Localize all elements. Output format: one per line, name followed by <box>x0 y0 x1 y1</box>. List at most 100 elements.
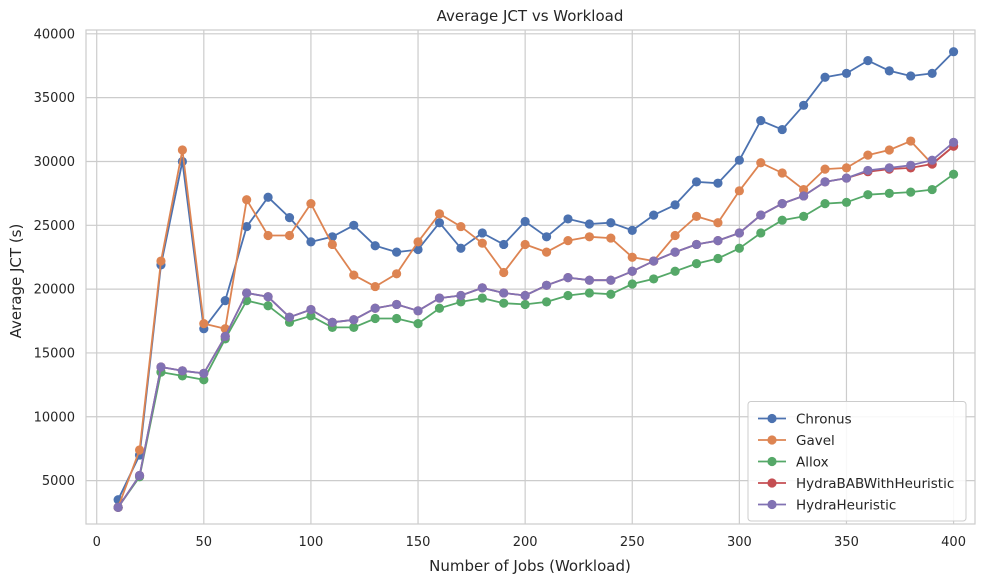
data-point <box>220 296 230 306</box>
y-tick-label: 35000 <box>34 91 75 106</box>
data-point <box>841 163 852 173</box>
data-point <box>156 256 166 266</box>
data-point <box>413 244 423 255</box>
data-point <box>520 299 530 310</box>
data-point <box>306 311 316 321</box>
data-point <box>756 210 766 220</box>
data-point <box>606 289 616 299</box>
data-point <box>584 288 595 298</box>
data-point <box>948 47 959 57</box>
data-point <box>349 322 359 333</box>
x-axis-ticks: 0 50 100 150 200 250 300 350 400 <box>93 535 966 550</box>
data-point <box>584 219 595 229</box>
data-point <box>927 184 937 195</box>
series-hydraheuristic <box>113 137 959 513</box>
data-point <box>627 225 637 236</box>
data-point <box>456 290 466 301</box>
data-point <box>284 312 295 322</box>
data-point <box>456 221 466 232</box>
data-point <box>584 275 595 285</box>
series-line <box>117 173 955 508</box>
data-point <box>691 211 702 221</box>
data-point <box>713 218 723 228</box>
x-tick-label: 0 <box>93 535 101 550</box>
data-point <box>434 303 445 313</box>
data-point <box>477 283 487 293</box>
data-point <box>734 155 744 165</box>
y-tick-label: 20000 <box>34 283 75 298</box>
legend-item: HydraBABWithHeuristic <box>758 476 954 492</box>
data-point <box>948 169 959 179</box>
data-point <box>756 158 766 168</box>
data-point <box>841 173 852 183</box>
data-point <box>434 218 445 228</box>
data-point <box>220 331 230 341</box>
plot-area-frame <box>85 29 976 525</box>
data-point <box>691 177 702 187</box>
data-point <box>627 266 637 276</box>
x-tick-label: 200 <box>513 535 538 550</box>
data-point <box>263 301 273 311</box>
x-tick-label: 100 <box>299 535 324 550</box>
legend-marker <box>767 435 777 445</box>
data-point <box>627 279 637 289</box>
data-point <box>606 275 616 285</box>
data-point <box>541 232 552 242</box>
data-point <box>906 160 916 170</box>
x-tick-label: 250 <box>620 535 645 550</box>
data-point <box>499 298 509 308</box>
y-tick-label: 5000 <box>42 474 75 489</box>
data-point <box>841 68 852 79</box>
data-point <box>777 215 787 225</box>
data-point <box>606 233 616 243</box>
data-point <box>242 195 252 205</box>
data-point <box>584 232 595 242</box>
data-point <box>670 247 680 257</box>
data-point <box>863 56 873 66</box>
data-point <box>520 239 530 250</box>
data-point <box>177 366 187 376</box>
data-point <box>499 288 509 298</box>
data-point <box>284 230 295 241</box>
data-point <box>884 145 894 155</box>
data-point <box>242 288 252 298</box>
y-axis-title: Average JCT (s) <box>7 224 25 339</box>
data-point <box>906 136 916 146</box>
data-point <box>199 318 209 329</box>
data-point <box>434 293 445 303</box>
data-point <box>563 290 573 301</box>
series-allox <box>113 169 959 513</box>
data-point <box>113 502 123 513</box>
data-point <box>927 155 937 165</box>
data-point <box>563 273 573 283</box>
data-point <box>691 239 702 250</box>
data-point <box>670 230 680 241</box>
data-point <box>906 71 916 81</box>
data-point <box>541 247 552 257</box>
data-point <box>370 313 380 324</box>
data-point <box>434 209 445 219</box>
data-point <box>263 230 273 241</box>
data-point <box>392 269 402 279</box>
y-axis-ticks: 5000 10000 15000 20000 25000 30000 35000 40000 <box>34 27 75 489</box>
data-point <box>520 290 530 301</box>
data-point <box>863 190 873 200</box>
data-point <box>820 72 830 82</box>
data-point <box>906 187 916 197</box>
x-tick-label: 50 <box>196 535 213 550</box>
y-tick-label: 30000 <box>34 155 75 170</box>
data-point <box>263 292 273 302</box>
data-point <box>799 211 809 221</box>
data-point <box>134 445 145 455</box>
data-point <box>563 236 573 246</box>
legend-box <box>747 401 967 522</box>
legend-label: Allox <box>796 455 829 471</box>
data-point <box>820 177 830 187</box>
data-point <box>199 368 209 378</box>
data-point <box>349 315 359 325</box>
legend-marker <box>767 499 777 510</box>
data-point <box>777 199 787 209</box>
series-lines <box>113 47 959 513</box>
y-tick-label: 10000 <box>34 410 75 425</box>
